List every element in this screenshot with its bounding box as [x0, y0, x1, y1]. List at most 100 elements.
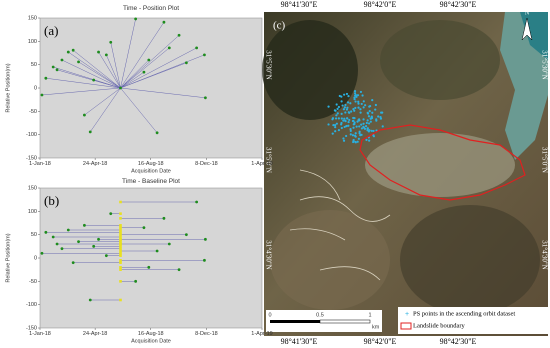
ps-point: [372, 129, 375, 133]
ps-point: [352, 140, 355, 144]
lat-label: 31°5'30"N: [540, 50, 548, 79]
ps-point: [343, 125, 346, 129]
ps-point: [347, 120, 350, 124]
point: [109, 212, 113, 216]
reference-marker: [119, 242, 122, 246]
lat-label: 31°4'30"N: [264, 240, 272, 269]
point: [51, 235, 55, 239]
ps-point: [369, 104, 372, 108]
ps-point: [346, 101, 350, 104]
point: [88, 130, 92, 134]
y-tick-label: 0: [34, 85, 37, 91]
ps-point: [368, 139, 371, 142]
y-tick-label: 100: [28, 39, 37, 45]
chart-title: Time - Baseline Plot: [122, 178, 180, 185]
x-tick-label: 16-Aug-18: [138, 331, 164, 337]
lon-label: 98°42'30"E: [440, 0, 477, 9]
x-tick-label: 8-Dec-18: [195, 161, 218, 167]
point: [203, 53, 206, 57]
ps-point: [352, 107, 355, 111]
point: [66, 228, 70, 232]
ps-point: [364, 104, 367, 107]
ps-point: [337, 105, 341, 109]
point: [109, 40, 113, 44]
ps-point: [345, 108, 349, 111]
y-tick-label: 100: [28, 209, 37, 215]
point: [195, 46, 199, 50]
ps-point: [349, 129, 352, 132]
x-tick-label: 1-Apr-19: [251, 161, 272, 167]
x-axis-label: Acquisition Date: [131, 338, 171, 344]
reference-marker: [119, 212, 122, 215]
y-tick-label: -100: [26, 302, 37, 308]
legend-marker: [400, 322, 412, 330]
point: [134, 279, 138, 283]
ps-point: [340, 121, 343, 125]
reference-marker: [119, 228, 122, 232]
link: [110, 42, 121, 89]
ps-point: [344, 111, 347, 114]
ps-point: [340, 126, 343, 130]
ps-point: [356, 94, 360, 97]
x-tick-label: 8-Dec-18: [195, 331, 218, 337]
ps-point: [360, 123, 363, 126]
ps-point: [352, 119, 355, 122]
link: [106, 54, 121, 89]
ps-point: [379, 117, 383, 120]
ps-point: [349, 133, 352, 136]
ps-point: [353, 96, 356, 99]
ps-point: [370, 129, 373, 132]
ps-point: [354, 106, 357, 110]
ps-point: [342, 108, 346, 111]
link: [120, 87, 158, 133]
y-tick-label: -150: [26, 155, 37, 161]
ps-point: [362, 118, 365, 121]
ps-point: [369, 117, 372, 120]
panel-label: (b): [44, 193, 59, 208]
ps-point: [365, 138, 368, 141]
point: [147, 58, 151, 62]
ps-point: [327, 123, 330, 126]
link: [120, 87, 206, 99]
point: [51, 65, 55, 69]
ps-point: [354, 132, 357, 135]
reference-marker: [119, 226, 122, 229]
point: [66, 50, 70, 54]
ps-point: [335, 114, 338, 117]
x-tick-label: 24-Apr-18: [83, 331, 107, 337]
ps-point: [360, 127, 364, 130]
ps-point: [336, 107, 339, 110]
reference-marker: [119, 280, 122, 283]
road: [289, 169, 391, 281]
ps-point: [352, 138, 355, 142]
scale-bar: [270, 320, 320, 323]
link: [41, 87, 121, 96]
point: [204, 96, 207, 100]
point: [40, 93, 44, 97]
scale-label: 0.5: [316, 312, 324, 318]
ps-point: [369, 120, 372, 123]
y-tick-label: -100: [26, 132, 37, 138]
ps-point: [353, 109, 356, 112]
north-arrow: [521, 17, 533, 41]
lon-label: 98°41'30"E: [281, 337, 318, 346]
ps-point: [352, 126, 355, 129]
ps-point: [353, 134, 357, 137]
ps-point: [380, 111, 383, 114]
point: [88, 298, 92, 302]
ps-point: [358, 130, 361, 133]
ps-point: [367, 130, 371, 133]
scale-label: 0: [268, 312, 271, 318]
ps-point: [362, 106, 365, 109]
scale-bar: [319, 319, 371, 324]
ps-point: [359, 108, 362, 111]
x-tick-label: 1-Apr-19: [251, 331, 272, 337]
point: [97, 237, 100, 241]
ps-point: [366, 127, 369, 130]
point: [167, 242, 171, 246]
ps-point: [345, 92, 349, 96]
point: [104, 53, 108, 57]
ps-point: [356, 140, 359, 143]
link: [78, 61, 121, 89]
